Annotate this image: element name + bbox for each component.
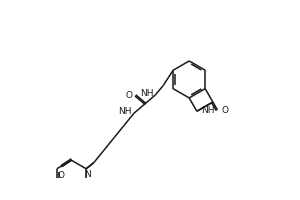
Text: O: O <box>125 91 132 100</box>
Text: NH: NH <box>201 106 214 115</box>
Text: NH: NH <box>118 107 132 116</box>
Text: NH: NH <box>140 89 153 98</box>
Text: O: O <box>58 171 65 180</box>
Text: N: N <box>84 170 91 179</box>
Text: O: O <box>221 106 228 115</box>
